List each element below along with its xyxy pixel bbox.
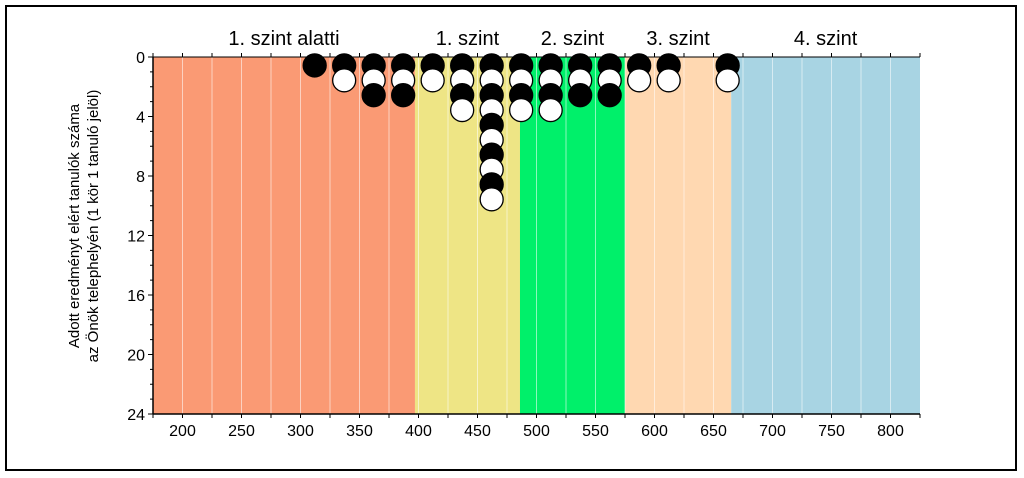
student-dot-black bbox=[391, 83, 416, 108]
grid-lines bbox=[182, 57, 891, 414]
x-tick-label: 400 bbox=[405, 423, 432, 440]
student-dot-black bbox=[361, 83, 386, 108]
level-band-1 bbox=[153, 57, 415, 414]
x-tick-label: 600 bbox=[641, 423, 668, 440]
x-tick-label: 500 bbox=[523, 423, 550, 440]
student-dot-white bbox=[509, 97, 534, 123]
y-tick-label: 12 bbox=[127, 229, 145, 246]
level-band-4 bbox=[625, 57, 732, 414]
level-band-label-4: 3. szint bbox=[646, 28, 710, 50]
student-dot-white bbox=[420, 68, 445, 93]
y-tick-label: 24 bbox=[127, 407, 145, 424]
x-tick-label: 250 bbox=[228, 423, 255, 440]
student-dot-white bbox=[656, 68, 681, 93]
student-dot-white bbox=[538, 97, 563, 123]
x-tick-label: 650 bbox=[700, 423, 727, 440]
x-tick-label: 550 bbox=[582, 423, 609, 440]
student-dot-white bbox=[332, 68, 357, 93]
x-tick-label: 300 bbox=[287, 423, 314, 440]
y-axis-label-line-1: Adott eredményt elért tanulók száma bbox=[66, 103, 83, 348]
level-band-label-2: 1. szint bbox=[436, 28, 500, 50]
y-tick-label: 16 bbox=[127, 288, 145, 305]
student-dot-white bbox=[479, 187, 504, 212]
student-dot-black bbox=[302, 53, 327, 78]
y-tick-label: 8 bbox=[136, 169, 145, 186]
level-bands bbox=[153, 57, 920, 414]
student-dot-white bbox=[715, 68, 740, 93]
y-tick-label: 0 bbox=[136, 50, 145, 67]
x-tick-label: 700 bbox=[759, 423, 786, 440]
x-tick-label: 750 bbox=[818, 423, 845, 440]
student-dot-black bbox=[568, 83, 593, 108]
level-band-label-5: 4. szint bbox=[794, 28, 858, 50]
x-tick-label: 450 bbox=[464, 423, 491, 440]
student-dots bbox=[302, 53, 740, 212]
axes: 200 250 300 350 400 450 500 550 600 650 700 750 800 0… bbox=[127, 50, 921, 440]
level-band-3 bbox=[519, 57, 625, 414]
level-band-label-3: 2. szint bbox=[541, 28, 605, 50]
level-band-labels: 1. szint alatti 1. szint 2. szint 3. szint 4… bbox=[228, 28, 857, 50]
level-band-5 bbox=[731, 57, 920, 414]
x-tick-label: 350 bbox=[346, 423, 373, 440]
student-dot-white bbox=[450, 97, 475, 123]
x-tick-label: 800 bbox=[877, 423, 904, 440]
level-band-label-1: 1. szint alatti bbox=[228, 28, 339, 50]
y-axis-label-line-2: az Önök telephelyén (1 kör 1 tanuló jelö… bbox=[84, 90, 102, 363]
y-tick-label: 20 bbox=[127, 348, 145, 365]
student-dot-white bbox=[627, 68, 652, 93]
student-dot-black bbox=[597, 83, 622, 108]
x-tick-label: 200 bbox=[169, 423, 196, 440]
y-tick-label: 4 bbox=[136, 110, 145, 127]
y-axis-label: Adott eredményt elért tanulók száma az Ö… bbox=[66, 90, 102, 363]
